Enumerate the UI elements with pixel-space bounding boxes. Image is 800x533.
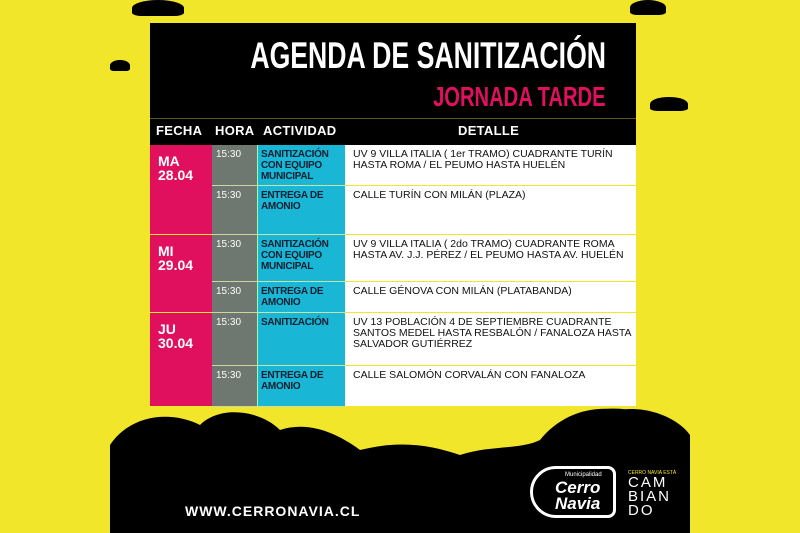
row-hora: 15:30 bbox=[212, 145, 258, 186]
cloud-decoration bbox=[132, 0, 184, 16]
header-fecha: FECHA bbox=[156, 123, 203, 138]
slogan-small: CERRO NAVIA ESTÁ bbox=[628, 470, 677, 476]
row-detalle: UV 13 POBLACIÓN 4 DE SEPTIEMBRE CUADRANT… bbox=[345, 313, 636, 366]
agenda-board: AGENDA DE SANITIZACIÓN JORNADA TARDE FEC… bbox=[150, 23, 636, 407]
row-actividad: SANITIZACIÓN bbox=[258, 313, 345, 366]
row-hora: 15:30 bbox=[212, 282, 258, 313]
row-detalle: CALLE SALOMÓN CORVALÁN CON FANALOZA bbox=[345, 366, 636, 407]
logo-line1: Cerro bbox=[555, 478, 601, 497]
row-actividad: ENTREGA DE AMONIO bbox=[258, 366, 345, 407]
header-hora: HORA bbox=[215, 123, 255, 138]
date-label: 29.04 bbox=[158, 257, 194, 273]
date-cell: MI 29.04 bbox=[150, 235, 212, 313]
row-detalle: CALLE GÉNOVA CON MILÁN (PLATABANDA) bbox=[345, 282, 636, 313]
cloud-decoration bbox=[650, 97, 688, 111]
slogan: CERRO NAVIA ESTÁ CAM BIAN DO bbox=[628, 470, 676, 518]
cloud-decoration bbox=[110, 60, 130, 71]
divider bbox=[150, 118, 636, 119]
date-cell: JU 30.04 bbox=[150, 313, 212, 407]
cloud-decoration bbox=[630, 0, 666, 15]
day-label: JU bbox=[158, 321, 176, 337]
slogan-line: BIAN bbox=[628, 488, 672, 505]
day-label: MI bbox=[158, 243, 174, 259]
row-hora: 15:30 bbox=[212, 313, 258, 366]
date-label: 30.04 bbox=[158, 335, 194, 351]
row-detalle: UV 9 VILLA ITALIA ( 2do TRAMO) CUADRANTE… bbox=[345, 235, 636, 282]
row-detalle: UV 9 VILLA ITALIA ( 1er TRAMO) CUADRANTE… bbox=[345, 145, 636, 186]
row-actividad: SANITIZACIÓN CON EQUIPO MUNICIPAL bbox=[258, 145, 345, 186]
header-detalle: DETALLE bbox=[458, 123, 520, 138]
logo-small-text: Municipalidad bbox=[565, 472, 602, 478]
cerro-navia-logo: Municipalidad Cerro Navia bbox=[530, 466, 616, 518]
row-actividad: ENTREGA DE AMONIO bbox=[258, 282, 345, 313]
header-actividad: ACTIVIDAD bbox=[263, 123, 337, 138]
slogan-line: DO bbox=[628, 502, 655, 519]
row-hora: 15:30 bbox=[212, 186, 258, 235]
website-link[interactable]: WWW.CERRONAVIA.CL bbox=[185, 503, 361, 519]
logo-line2: Navia bbox=[555, 494, 601, 513]
row-actividad: ENTREGA DE AMONIO bbox=[258, 186, 345, 235]
row-hora: 15:30 bbox=[212, 366, 258, 407]
page-subtitle: JORNADA TARDE bbox=[433, 81, 606, 112]
row-detalle: CALLE TURÍN CON MILÁN (PLAZA) bbox=[345, 186, 636, 235]
day-label: MA bbox=[158, 153, 180, 169]
row-actividad: SANITIZACIÓN CON EQUIPO MUNICIPAL bbox=[258, 235, 345, 282]
slogan-line: CAM bbox=[628, 474, 668, 491]
date-cell: MA 28.04 bbox=[150, 145, 212, 235]
row-hora: 15:30 bbox=[212, 235, 258, 282]
date-label: 28.04 bbox=[158, 167, 194, 183]
page-title: AGENDA DE SANITIZACIÓN bbox=[250, 35, 606, 76]
